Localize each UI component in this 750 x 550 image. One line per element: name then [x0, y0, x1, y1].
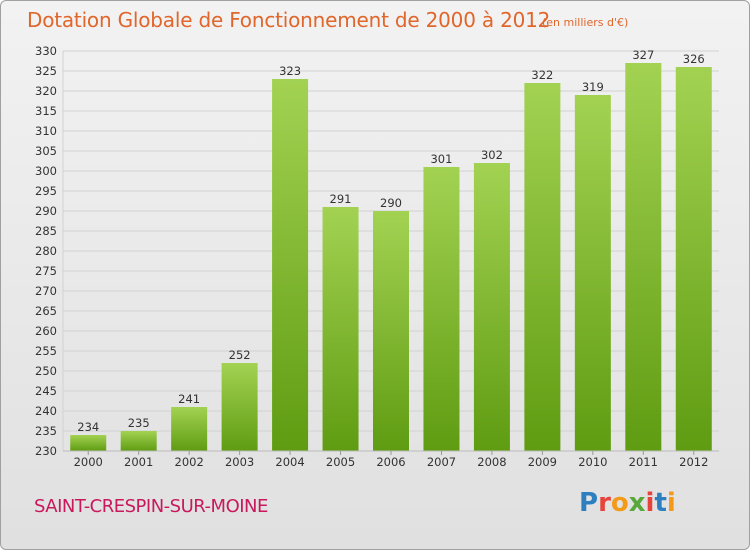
data-label: 235 — [128, 416, 150, 430]
y-tick-label: 310 — [35, 124, 57, 138]
x-axis: 2000 2001 2002 2003 2004 2005 2006 2007 2008 2009… — [63, 450, 719, 469]
x-tick-label: 2001 — [124, 455, 153, 469]
bar — [322, 207, 359, 451]
bar — [423, 167, 460, 451]
x-tick-label: 2010 — [578, 455, 607, 469]
y-tick-label: 315 — [35, 104, 57, 118]
y-tick-label: 290 — [35, 204, 57, 218]
bar — [272, 79, 309, 451]
data-label: 326 — [683, 52, 705, 66]
x-tick-label: 2007 — [427, 455, 456, 469]
y-tick-label: 230 — [35, 444, 57, 458]
bar — [675, 67, 712, 451]
y-tick-label: 325 — [35, 64, 57, 78]
bar — [574, 95, 611, 451]
y-tick-label: 275 — [35, 264, 57, 278]
y-tick-label: 260 — [35, 324, 57, 338]
x-tick-label: 2009 — [528, 455, 557, 469]
data-label: 241 — [178, 392, 200, 406]
data-labels: 234 235 241 252 323 291 290 301 302 322 319 327 326 — [77, 48, 704, 434]
x-tick-label: 2005 — [326, 455, 355, 469]
data-label: 322 — [531, 68, 553, 82]
data-label: 323 — [279, 64, 301, 78]
y-tick-label: 300 — [35, 164, 57, 178]
commune-name: SAINT-CRESPIN-SUR-MOINE — [34, 496, 268, 517]
x-tick-label: 2003 — [225, 455, 254, 469]
bar — [171, 407, 208, 451]
data-label: 301 — [430, 152, 452, 166]
bars — [70, 63, 712, 451]
y-tick-label: 285 — [35, 224, 57, 238]
data-label: 290 — [380, 196, 402, 210]
y-tick-label: 255 — [35, 344, 57, 358]
x-tick-label: 2002 — [175, 455, 204, 469]
y-tick-label: 250 — [35, 364, 57, 378]
data-label: 302 — [481, 148, 503, 162]
y-tick-label: 320 — [35, 84, 57, 98]
x-tick-label: 2006 — [376, 455, 405, 469]
x-tick-label: 2004 — [275, 455, 304, 469]
bar — [373, 211, 409, 451]
y-tick-label: 305 — [35, 144, 57, 158]
y-tick-label: 245 — [35, 384, 57, 398]
bar — [120, 431, 157, 451]
data-label: 319 — [582, 80, 604, 94]
y-tick-label: 330 — [35, 44, 57, 58]
y-tick-label: 240 — [35, 404, 57, 418]
x-tick-label: 2000 — [74, 455, 103, 469]
bar — [473, 163, 510, 451]
data-label: 234 — [77, 420, 99, 434]
bar — [625, 63, 662, 451]
chart-title: Dotation Globale de Fonctionnement de 20… — [27, 8, 551, 32]
bar — [524, 83, 561, 451]
y-axis: 230 235 240 245 250 255 260 265 270 275 280 285 290 2… — [35, 44, 57, 458]
bar — [70, 435, 107, 451]
y-tick-label: 235 — [35, 424, 57, 438]
chart-unit: (en milliers d'€) — [542, 16, 629, 29]
data-label: 252 — [229, 348, 251, 362]
x-tick-label: 2011 — [629, 455, 658, 469]
y-tick-label: 295 — [35, 184, 57, 198]
y-tick-label: 265 — [35, 304, 57, 318]
proxiti-logo: Proxiti — [579, 488, 676, 518]
y-tick-label: 280 — [35, 244, 57, 258]
data-label: 291 — [330, 192, 352, 206]
bar — [221, 363, 258, 451]
y-tick-label: 270 — [35, 284, 57, 298]
x-tick-label: 2012 — [679, 455, 708, 469]
x-tick-label: 2008 — [477, 455, 506, 469]
data-label: 327 — [632, 48, 654, 62]
